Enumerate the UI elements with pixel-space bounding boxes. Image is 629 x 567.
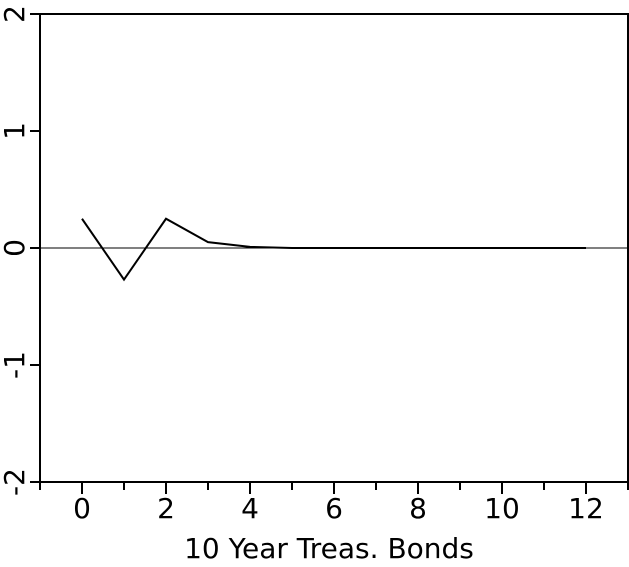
y-tick-label: 0 [0, 239, 31, 257]
x-tick-label: 10 [484, 492, 520, 525]
y-tick-label: 1 [0, 122, 31, 140]
x-tick-label: 0 [73, 492, 91, 525]
x-tick-label: 6 [325, 492, 343, 525]
x-tick-label: 2 [157, 492, 175, 525]
x-tick-label: 4 [241, 492, 259, 525]
y-tick-label: -1 [0, 351, 31, 379]
x-axis-label: 10 Year Treas. Bonds [184, 532, 474, 565]
x-tick-label: 12 [568, 492, 604, 525]
x-tick-label: 8 [409, 492, 427, 525]
y-tick-label: -2 [0, 468, 31, 496]
y-tick-label: 2 [0, 5, 31, 23]
data-line [81, 217, 586, 282]
